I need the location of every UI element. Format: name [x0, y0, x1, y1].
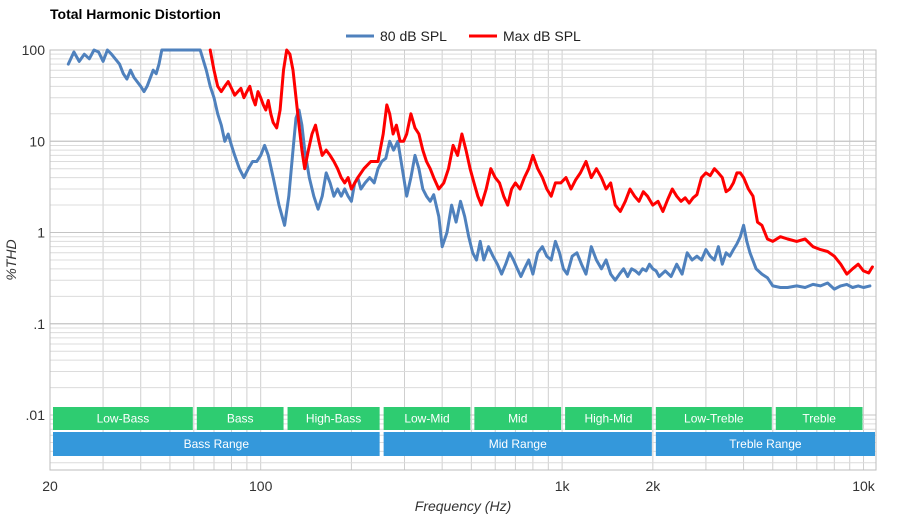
- band-low-bass: [53, 407, 193, 430]
- band-label: Bass: [227, 412, 254, 426]
- band-label: Low-Treble: [684, 412, 744, 426]
- y-tick-label: .01: [26, 407, 46, 423]
- band-label: Mid Range: [489, 437, 547, 451]
- series-line-max: [208, 48, 874, 276]
- band-label: Low-Bass: [97, 412, 150, 426]
- x-axis-title: Frequency (Hz): [415, 498, 511, 514]
- band-bass: [196, 407, 284, 430]
- band-label: High-Bass: [306, 412, 361, 426]
- x-axis-ticks: 20 100 1k 2k 10k: [42, 478, 876, 494]
- legend: 80 dB SPL Max dB SPL: [346, 28, 581, 44]
- band-label: High-Mid: [584, 412, 632, 426]
- band-low-mid: [383, 407, 471, 430]
- band-mid: [474, 407, 562, 430]
- band-high-bass: [287, 407, 380, 430]
- y-tick-label: 10: [29, 133, 45, 149]
- band-high-mid: [565, 407, 652, 430]
- band-label: Bass Range: [184, 437, 250, 451]
- x-tick-label: 20: [42, 478, 58, 494]
- frequency-bands: Low-Bass Bass High-Bass Low-Mid Mid High-Mid L…: [53, 407, 875, 456]
- x-tick-label: 10k: [852, 478, 876, 494]
- band-treble-range: [655, 432, 875, 456]
- y-tick-label: 100: [22, 42, 46, 58]
- band-low-treble: [655, 407, 772, 430]
- x-tick-label: 1k: [555, 478, 571, 494]
- band-bass-range: [53, 432, 380, 456]
- x-tick-label: 100: [249, 478, 273, 494]
- legend-label-max: Max dB SPL: [503, 28, 581, 44]
- band-label: Treble: [802, 412, 836, 426]
- y-tick-label: .1: [33, 316, 45, 332]
- x-tick-label: 2k: [645, 478, 661, 494]
- y-axis-title: %THD: [3, 239, 19, 280]
- band-label: Treble Range: [729, 437, 802, 451]
- band-treble: [775, 407, 863, 430]
- series-line-80db: [66, 48, 872, 291]
- chart-title: Total Harmonic Distortion: [50, 6, 221, 22]
- y-axis-ticks: 100 10 1 .1 .01: [22, 42, 46, 423]
- plot-frame: [49, 49, 877, 471]
- band-mid-range: [383, 432, 652, 456]
- series-lines: [66, 48, 874, 291]
- band-label: Mid: [508, 412, 527, 426]
- legend-label-80db: 80 dB SPL: [380, 28, 447, 44]
- y-tick-label: 1: [37, 225, 45, 241]
- band-label: Low-Mid: [404, 412, 449, 426]
